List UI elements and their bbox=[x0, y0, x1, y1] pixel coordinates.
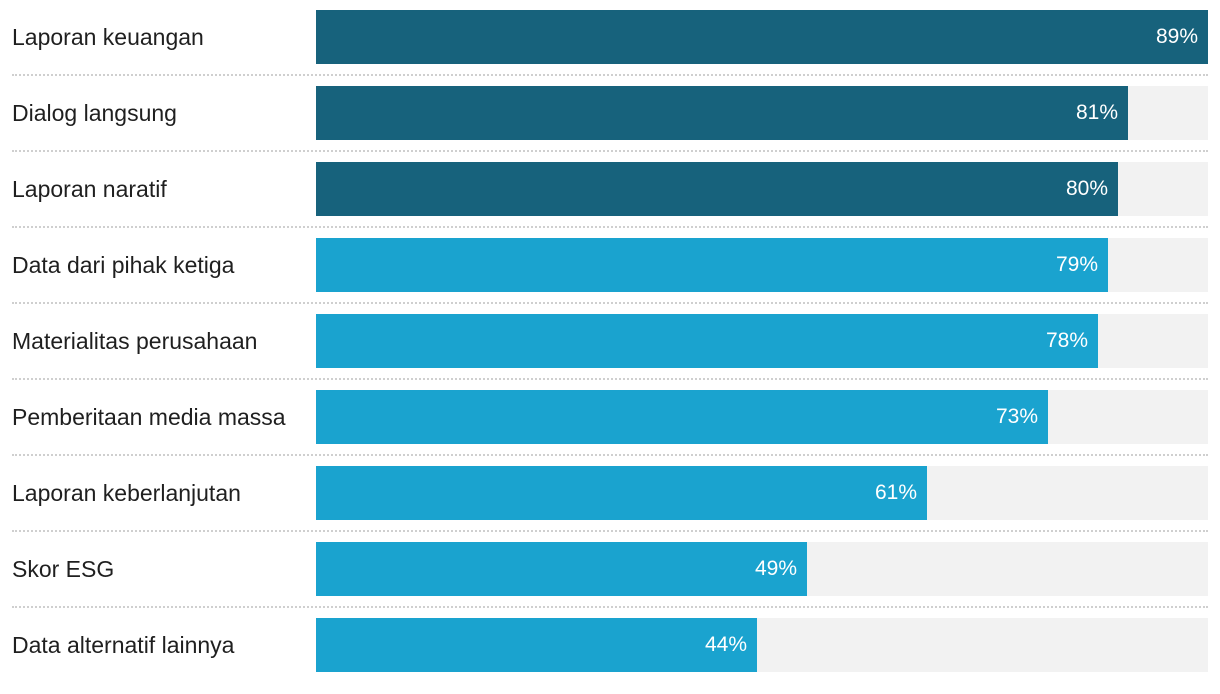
bar bbox=[316, 162, 1118, 216]
category-label: Dialog langsung bbox=[12, 100, 177, 126]
category-label: Laporan keuangan bbox=[12, 24, 204, 50]
row-divider bbox=[12, 530, 1208, 532]
chart-row: Skor ESG 49% bbox=[0, 542, 1220, 618]
bar bbox=[316, 238, 1108, 292]
chart-row: Dialog langsung 81% bbox=[0, 86, 1220, 162]
bar bbox=[316, 314, 1098, 368]
bar-value-label: 79% bbox=[1055, 253, 1098, 276]
bar-value-label: 89% bbox=[1155, 25, 1198, 48]
chart-row: Laporan keuangan 89% bbox=[0, 10, 1220, 86]
bar bbox=[316, 542, 807, 596]
chart-row: Laporan naratif 80% bbox=[0, 162, 1220, 238]
chart-row: Laporan keberlanjutan 61% bbox=[0, 466, 1220, 542]
row-divider bbox=[12, 302, 1208, 304]
bar-track: 81% bbox=[316, 86, 1208, 140]
bar-track: 73% bbox=[316, 390, 1208, 444]
bar-value-label: 61% bbox=[874, 481, 917, 504]
row-divider bbox=[12, 378, 1208, 380]
bar bbox=[316, 618, 757, 672]
bar-track: 89% bbox=[316, 10, 1208, 64]
bar-value-label: 80% bbox=[1065, 177, 1108, 200]
bar-track: 49% bbox=[316, 542, 1208, 596]
bar bbox=[316, 390, 1048, 444]
bar-value-label: 49% bbox=[754, 557, 797, 580]
bar-track: 44% bbox=[316, 618, 1208, 672]
bar-value-label: 44% bbox=[704, 633, 747, 656]
category-label: Data dari pihak ketiga bbox=[12, 252, 235, 278]
row-divider bbox=[12, 150, 1208, 152]
chart-row: Data dari pihak ketiga 79% bbox=[0, 238, 1220, 314]
chart-row: Materialitas perusahaan 78% bbox=[0, 314, 1220, 390]
bar-value-label: 78% bbox=[1045, 329, 1088, 352]
row-divider bbox=[12, 74, 1208, 76]
bar-track: 61% bbox=[316, 466, 1208, 520]
bar bbox=[316, 466, 927, 520]
bar-track: 80% bbox=[316, 162, 1208, 216]
bar-value-label: 73% bbox=[995, 405, 1038, 428]
row-divider bbox=[12, 454, 1208, 456]
bar-track: 79% bbox=[316, 238, 1208, 292]
bar bbox=[316, 10, 1208, 64]
category-label: Materialitas perusahaan bbox=[12, 328, 258, 354]
chart-row: Pemberitaan media massa 73% bbox=[0, 390, 1220, 466]
bar bbox=[316, 86, 1128, 140]
category-label: Laporan naratif bbox=[12, 176, 167, 202]
row-divider bbox=[12, 226, 1208, 228]
chart-row: Data alternatif lainnya 44% bbox=[0, 618, 1220, 694]
category-label: Laporan keberlanjutan bbox=[12, 480, 241, 506]
category-label: Data alternatif lainnya bbox=[12, 632, 235, 658]
bar-track: 78% bbox=[316, 314, 1208, 368]
bar-value-label: 81% bbox=[1075, 101, 1118, 124]
category-label: Skor ESG bbox=[12, 556, 115, 582]
category-label: Pemberitaan media massa bbox=[12, 404, 286, 430]
row-divider bbox=[12, 606, 1208, 608]
